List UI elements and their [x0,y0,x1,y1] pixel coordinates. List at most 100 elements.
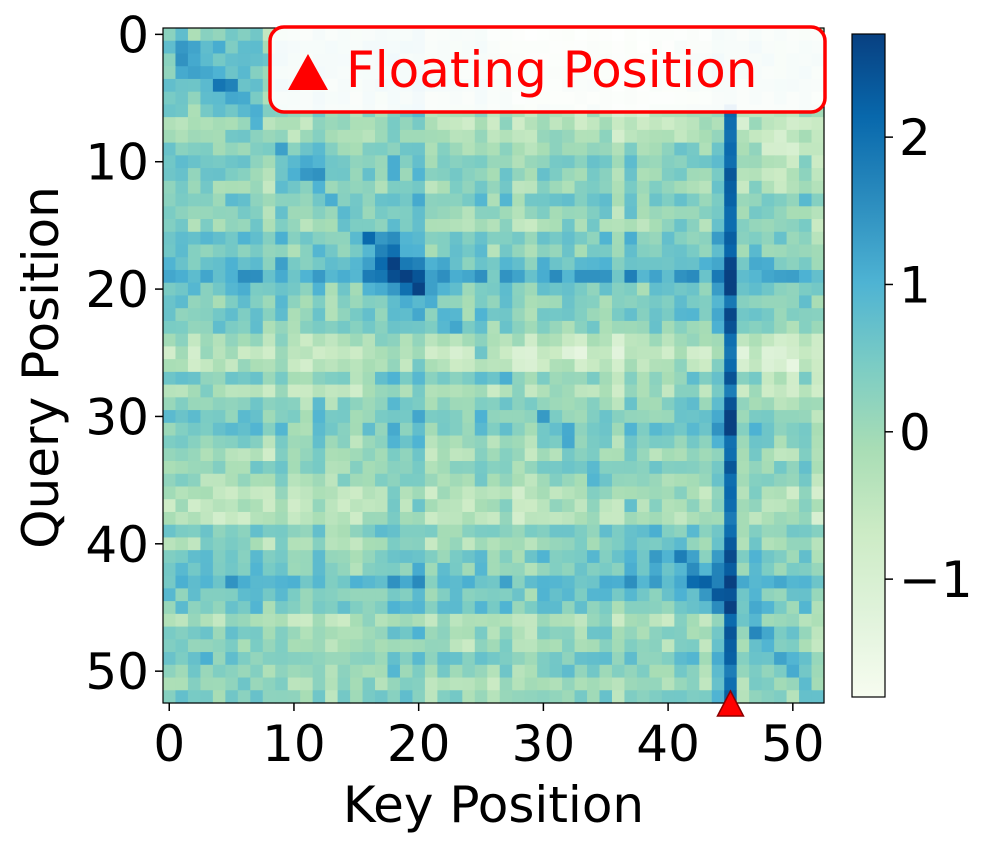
heatmap-cell [686,346,700,360]
heatmap-cell [711,652,725,666]
heatmap-cell [487,499,501,513]
heatmap-cell [399,639,414,653]
heatmap-cell [761,129,775,144]
heatmap-cell [524,537,538,551]
heatmap-cell [399,524,414,539]
heatmap-cell [275,206,289,220]
heatmap-cell [237,282,251,297]
heatmap-cell [636,129,650,144]
heatmap-cell [387,601,401,615]
heatmap-cell [474,639,488,653]
heatmap-cell [761,461,775,475]
heatmap-cell [437,550,451,564]
heatmap-cell [474,155,488,169]
heatmap-cell [537,690,551,704]
colorbar [851,33,886,698]
heatmap-cell [661,550,675,564]
heatmap-cell [549,371,563,386]
heatmap-cell [163,244,177,258]
heatmap-cell [774,613,788,628]
heatmap-cell [412,435,426,449]
heatmap-cell [524,231,538,246]
heatmap-cell [187,575,202,589]
heatmap-cell [761,359,775,373]
heatmap-cell [786,295,800,309]
heatmap-cell [399,142,414,156]
heatmap-cell [399,448,414,462]
heatmap-cell [636,601,650,615]
heatmap-cell [262,282,276,297]
heatmap-cell [587,664,601,679]
heatmap-cell [686,295,700,309]
heatmap-cell [724,626,738,640]
heatmap-cell [300,664,314,679]
heatmap-cell [786,168,800,182]
heatmap-cell [262,448,276,462]
heatmap-cell [512,677,526,691]
heatmap-cell [799,168,813,182]
heatmap-cell [212,129,226,144]
heatmap-cell [499,486,513,500]
heatmap-cell [711,142,725,156]
heatmap-cell [325,180,339,195]
heatmap-cell [524,180,538,195]
heatmap-cell [212,486,226,500]
heatmap-cell [636,193,650,207]
heatmap-cell [711,461,725,475]
heatmap-cell [175,639,189,653]
heatmap-cell [761,155,775,169]
heatmap-cell [524,422,538,437]
heatmap-cell [799,677,813,691]
heatmap-cell [350,359,364,373]
heatmap-cell [574,499,588,513]
heatmap-cell [474,320,488,335]
heatmap-cell [250,104,264,118]
heatmap-cell [412,219,426,233]
heatmap-cell [649,550,663,564]
heatmap-cell [724,448,738,462]
heatmap-cell [287,448,301,462]
heatmap-cell [437,117,451,131]
heatmap-cell [287,511,301,526]
heatmap-cell [711,206,725,220]
heatmap-cell [649,511,663,526]
heatmap-cell [424,677,438,691]
heatmap-cell [799,690,813,704]
heatmap-cell [399,461,414,475]
heatmap-cell [786,435,800,449]
heatmap-cell [325,664,339,679]
heatmap-cell [786,308,800,322]
heatmap-cell [649,346,663,360]
heatmap-cell [686,333,700,347]
heatmap-cell [786,206,800,220]
heatmap-cell [661,180,675,195]
heatmap-cell [761,410,775,424]
heatmap-cell [562,410,576,424]
heatmap-cell [711,410,725,424]
heatmap-cell [275,639,289,653]
heatmap-cell [624,639,638,653]
heatmap-cell [262,244,276,258]
heatmap-cell [549,219,563,233]
heatmap-cell [462,448,476,462]
heatmap-cell [437,142,451,156]
heatmap-cell [212,168,226,182]
heatmap-cell [424,269,438,284]
heatmap-cell [300,652,314,666]
heatmap-cell [262,473,276,488]
heatmap-cell [375,486,389,500]
heatmap-cell [724,282,738,297]
heatmap-cell [562,346,576,360]
heatmap-cell [412,524,426,539]
heatmap-cell [761,613,775,628]
heatmap-cell [537,562,551,577]
heatmap-cell [711,308,725,322]
heatmap-cell [387,282,401,297]
heatmap-cell [225,677,239,691]
heatmap-cell [362,664,376,679]
heatmap-cell [387,664,401,679]
heatmap-cell [686,664,700,679]
heatmap-cell [624,320,638,335]
heatmap-cell [799,435,813,449]
heatmap-cell [237,524,251,539]
